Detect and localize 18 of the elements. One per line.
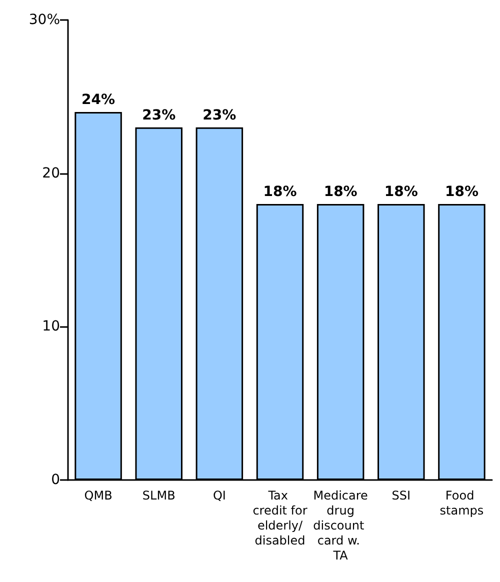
data-label: 23% [142, 107, 176, 124]
data-label: 18% [444, 184, 478, 200]
x-tick-label: SSI [392, 488, 411, 502]
data-label: 18% [263, 184, 297, 200]
x-tick-label: Tax credit for elderly/ disabled [252, 488, 308, 548]
y-tick-label: 20 [42, 165, 60, 182]
x-tick-label: Food stamps [440, 488, 484, 518]
data-label: 24% [82, 92, 116, 108]
x-tick-label: QMB [84, 488, 112, 502]
x-tick-label: SLMB [142, 488, 176, 502]
y-tick-label: 30% [28, 12, 60, 28]
x-tick-label: QI [212, 488, 226, 502]
y-tick-label: 0 [51, 472, 60, 488]
data-label: 18% [324, 184, 358, 200]
data-label: 18% [384, 184, 418, 200]
y-tick-label: 10 [42, 318, 60, 335]
data-label: 23% [202, 107, 236, 124]
x-tick-label: Medicare drug discount card w. TA [313, 488, 368, 562]
